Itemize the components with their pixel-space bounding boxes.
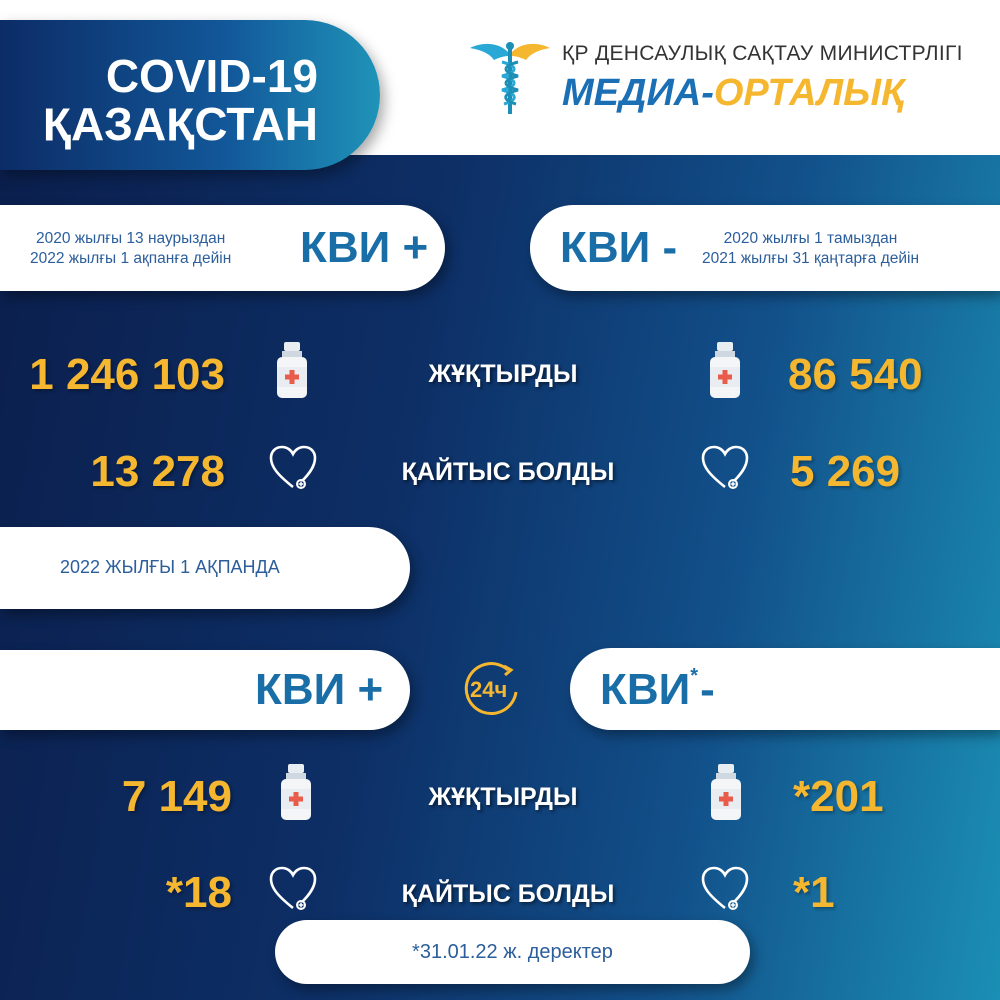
24h-clock-icon: 24ч (458, 660, 524, 722)
title-banner: COVID-19 ҚАЗАҚСТАН (0, 20, 380, 170)
asterisk: * (690, 665, 699, 687)
kvi-positive-label: КВИ + (300, 223, 429, 272)
daily-date: 2022 ЖЫЛҒЫ 1 АҚПАНДА (60, 557, 280, 577)
medicine-bottle-icon (276, 762, 316, 822)
deaths-label: ҚАЙТЫС БОЛДЫ (401, 458, 615, 486)
cumulative-positive-header: 2020 жылғы 13 наурыздан 2022 жылғы 1 ақп… (0, 205, 445, 291)
kvi-text: КВИ (600, 665, 691, 714)
ministry-name: ҚР ДЕНСАУЛЫҚ САҚТАУ МИНИСТРЛІГІ (562, 42, 963, 65)
clock-label: 24ч (470, 677, 508, 702)
period-line2: 2022 жылғы 1 ақпанға дейін (30, 250, 232, 267)
medicine-bottle-icon (272, 340, 312, 400)
heart-icon (700, 866, 750, 912)
daily-deaths-positive: *18 (165, 868, 232, 917)
kvi-negative-label: КВИ - (560, 223, 678, 272)
negative-period: 2020 жылғы 1 тамыздан 2021 жылғы 31 қаңт… (702, 229, 919, 269)
caduceus-icon (468, 38, 552, 116)
logo-part2: ОРТАЛЫҚ (713, 72, 905, 114)
period-line2: 2021 жылғы 31 қаңтарға дейін (702, 250, 920, 267)
daily-deaths-negative: *1 (793, 868, 835, 917)
kvi-positive-label: КВИ + (255, 665, 384, 714)
medicine-bottle-icon (706, 762, 746, 822)
cumulative-infected-positive: 1 246 103 (29, 350, 225, 399)
cumulative-deaths-positive: 13 278 (90, 447, 225, 496)
daily-infected-negative: *201 (793, 772, 884, 821)
minus-sign: - (700, 665, 715, 714)
daily-date-banner: 2022 ЖЫЛҒЫ 1 АҚПАНДА (0, 527, 410, 609)
cumulative-deaths-negative: 5 269 (790, 447, 901, 496)
infected-label: ЖҰҚТЫРДЫ (428, 783, 578, 811)
period-line1: 2020 жылғы 1 тамыздан (723, 230, 898, 247)
heart-icon (268, 445, 318, 491)
media-center-logo: МЕДИА-ОРТАЛЫҚ (562, 72, 904, 115)
heart-icon (700, 445, 750, 491)
title-line2: ҚАЗАҚСТАН (42, 98, 318, 150)
period-line1: 2020 жылғы 13 наурыздан (35, 230, 226, 247)
medicine-bottle-icon (705, 340, 745, 400)
daily-negative-header: КВИ*- (570, 648, 1000, 730)
deaths-label: ҚАЙТЫС БОЛДЫ (401, 880, 615, 908)
positive-period: 2020 жылғы 13 наурыздан 2022 жылғы 1 ақп… (30, 229, 231, 269)
logo-part1: МЕДИА- (562, 72, 714, 114)
footnote-pill: *31.01.22 ж. деректер (275, 920, 750, 984)
footnote: *31.01.22 ж. деректер (412, 941, 613, 963)
infected-label: ЖҰҚТЫРДЫ (428, 360, 578, 388)
heart-icon (268, 866, 318, 912)
title-line1: COVID-19 (105, 50, 318, 102)
kvi-negative-label: КВИ*- (600, 665, 715, 715)
cumulative-negative-header: КВИ - 2020 жылғы 1 тамыздан 2021 жылғы 3… (530, 205, 1000, 291)
daily-infected-positive: 7 149 (121, 772, 232, 821)
daily-positive-header: КВИ + (0, 650, 410, 730)
cumulative-infected-negative: 86 540 (788, 350, 923, 399)
